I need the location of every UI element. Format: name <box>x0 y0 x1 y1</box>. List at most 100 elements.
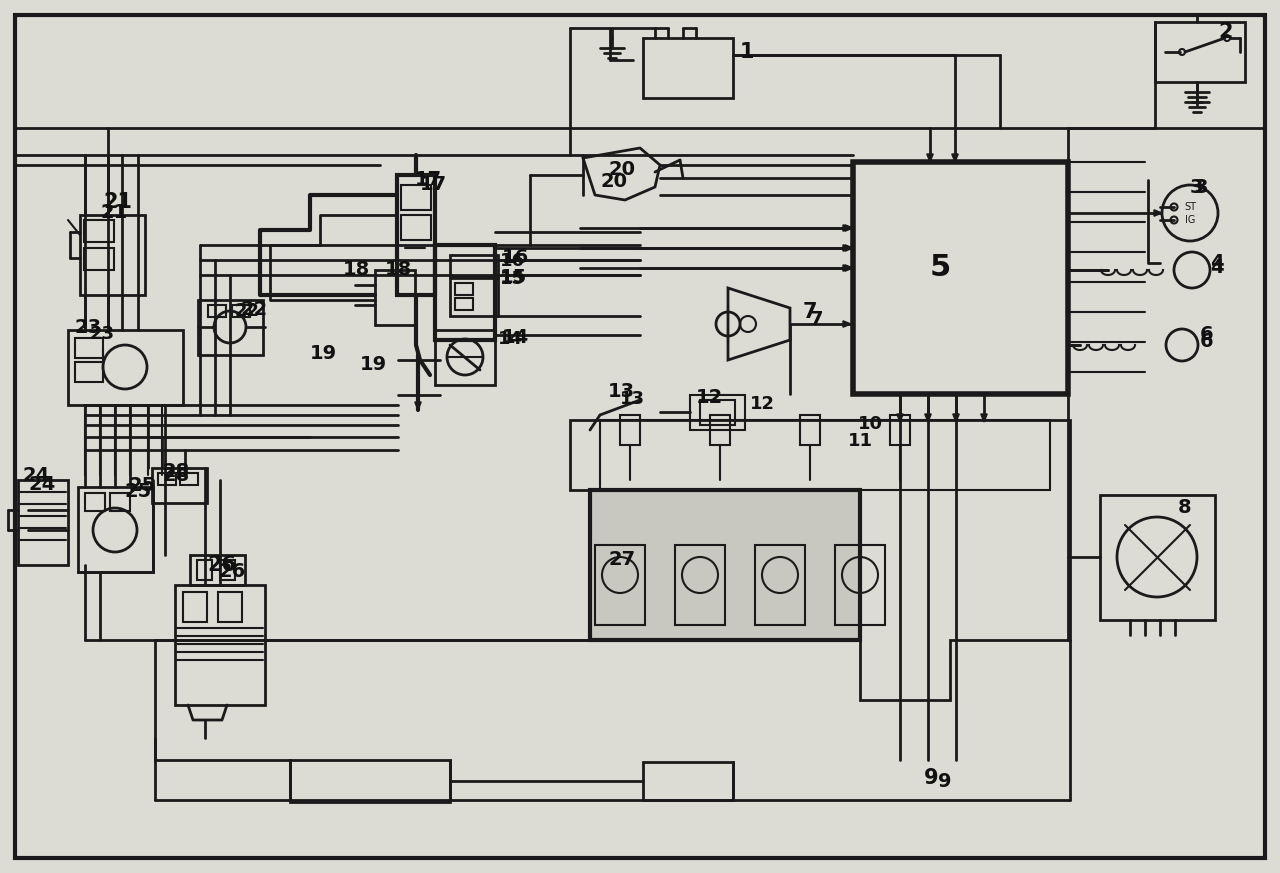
Bar <box>291 760 451 802</box>
Polygon shape <box>980 414 987 422</box>
Text: 14: 14 <box>502 328 529 347</box>
Bar <box>375 270 415 325</box>
Text: 26: 26 <box>218 562 246 581</box>
Text: ST: ST <box>1184 202 1196 212</box>
Text: 21: 21 <box>100 203 127 222</box>
Text: 2: 2 <box>1219 22 1233 42</box>
Bar <box>1100 495 1215 620</box>
Text: 11: 11 <box>849 432 873 450</box>
Text: 8: 8 <box>1178 498 1192 517</box>
Bar <box>397 175 435 295</box>
Polygon shape <box>952 154 959 162</box>
Text: 9: 9 <box>924 768 938 788</box>
Text: 7: 7 <box>803 302 818 322</box>
Text: 15: 15 <box>500 270 525 288</box>
Text: 13: 13 <box>608 382 635 401</box>
Text: 22: 22 <box>236 302 260 320</box>
Bar <box>852 162 1068 394</box>
Bar <box>76 338 102 358</box>
Text: IG: IG <box>1185 215 1196 225</box>
Text: 6: 6 <box>1201 325 1213 344</box>
Bar <box>454 283 474 295</box>
Text: 28: 28 <box>163 466 191 485</box>
Text: 17: 17 <box>420 175 447 194</box>
Bar <box>643 762 733 800</box>
Bar <box>435 245 495 340</box>
Polygon shape <box>844 320 851 327</box>
Bar <box>18 480 68 565</box>
Text: 16: 16 <box>502 248 529 267</box>
Bar <box>78 487 154 572</box>
Bar <box>157 473 177 485</box>
Bar <box>435 330 495 385</box>
Bar <box>710 415 730 445</box>
Polygon shape <box>844 225 851 231</box>
Text: 10: 10 <box>858 415 883 433</box>
Bar <box>401 185 431 210</box>
Polygon shape <box>845 225 852 231</box>
Text: 7: 7 <box>810 310 823 329</box>
Text: 24: 24 <box>23 466 50 485</box>
Polygon shape <box>1155 210 1162 217</box>
Polygon shape <box>415 402 421 410</box>
Text: 25: 25 <box>125 482 152 501</box>
Text: 18: 18 <box>343 260 370 279</box>
Polygon shape <box>897 414 904 422</box>
Text: 24: 24 <box>28 475 55 494</box>
Text: 4: 4 <box>1210 253 1224 272</box>
Bar <box>401 215 431 240</box>
Text: 18: 18 <box>385 260 412 279</box>
Bar <box>79 215 145 295</box>
Polygon shape <box>927 154 933 162</box>
Text: 3: 3 <box>1196 178 1208 197</box>
Text: 17: 17 <box>415 170 442 189</box>
Text: 9: 9 <box>938 772 951 791</box>
Text: 16: 16 <box>500 252 525 270</box>
Bar <box>700 400 735 425</box>
Text: 25: 25 <box>128 476 155 495</box>
Text: 23: 23 <box>90 325 115 343</box>
Text: 20: 20 <box>608 160 635 179</box>
Text: 15: 15 <box>500 268 527 287</box>
Bar <box>220 560 236 580</box>
Bar <box>84 248 114 270</box>
Bar <box>84 220 114 242</box>
Bar <box>620 415 640 445</box>
Bar <box>451 255 498 277</box>
Text: 4: 4 <box>1210 258 1224 277</box>
Bar <box>454 298 474 310</box>
Bar <box>590 490 860 640</box>
Bar <box>180 473 198 485</box>
Bar <box>600 420 1050 490</box>
Text: 19: 19 <box>310 344 337 363</box>
Text: 12: 12 <box>696 388 723 407</box>
Bar <box>1155 22 1245 82</box>
Text: 26: 26 <box>207 555 236 575</box>
Bar <box>590 490 860 640</box>
Bar <box>890 415 910 445</box>
Bar <box>643 38 733 98</box>
Text: 27: 27 <box>608 550 635 569</box>
Text: 21: 21 <box>102 192 132 212</box>
Text: 20: 20 <box>600 172 627 191</box>
Text: 3: 3 <box>1190 178 1203 197</box>
Bar <box>675 545 724 625</box>
Polygon shape <box>845 244 852 251</box>
Bar <box>183 592 207 622</box>
Polygon shape <box>844 244 851 251</box>
Bar <box>110 493 131 511</box>
Bar <box>800 415 820 445</box>
Bar <box>451 278 498 316</box>
Text: 22: 22 <box>241 300 268 319</box>
Bar <box>595 545 645 625</box>
Text: 19: 19 <box>360 355 387 374</box>
Text: 28: 28 <box>163 462 191 481</box>
Polygon shape <box>952 414 959 422</box>
Bar <box>68 330 183 405</box>
Text: 6: 6 <box>1201 332 1213 351</box>
Bar <box>198 300 262 355</box>
Bar <box>175 585 265 705</box>
Polygon shape <box>844 265 851 272</box>
Polygon shape <box>924 414 932 422</box>
Polygon shape <box>845 265 852 272</box>
